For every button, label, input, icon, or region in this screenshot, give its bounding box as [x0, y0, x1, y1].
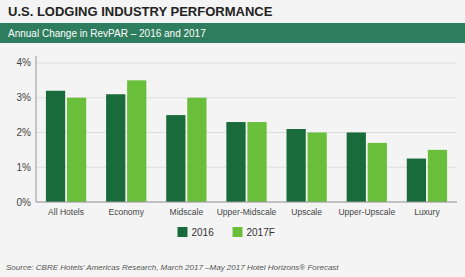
chart-svg: U.S. LODGING INDUSTRY PERFORMANCE Annual … — [0, 0, 465, 277]
y-axis-line — [36, 56, 37, 202]
y-tick-label: 0% — [17, 197, 32, 208]
grid-line — [36, 167, 457, 168]
bar — [187, 98, 206, 202]
grid — [36, 63, 457, 202]
title: U.S. LODGING INDUSTRY PERFORMANCE — [8, 4, 273, 19]
bar — [46, 91, 65, 202]
bar — [127, 80, 146, 202]
grid-line — [36, 97, 457, 98]
bar — [106, 94, 125, 202]
bar — [347, 132, 366, 202]
y-tick-label: 3% — [17, 92, 32, 103]
grid-line — [36, 202, 457, 203]
legend-label: 2016 — [192, 227, 215, 238]
grid-line — [36, 62, 457, 63]
background — [0, 0, 465, 277]
x-tick-label: Upper-Upscale — [338, 207, 395, 217]
x-tick-label: All Hotels — [48, 207, 84, 217]
x-tick-label: Upscale — [291, 207, 322, 217]
chart-container: U.S. LODGING INDUSTRY PERFORMANCE Annual … — [0, 0, 465, 277]
y-tick-label: 4% — [17, 57, 32, 68]
subtitle-banner — [0, 23, 465, 43]
legend: 2016 2017F — [178, 227, 275, 238]
x-axis-line — [36, 202, 457, 203]
source-note: Source: CBRE Hotels' Americas Research, … — [6, 263, 339, 272]
bar — [226, 122, 245, 202]
bar — [428, 150, 447, 202]
subtitle: Annual Change in RevPAR – 2016 and 2017 — [8, 28, 206, 39]
bar — [247, 122, 266, 202]
bar — [308, 132, 327, 202]
bar — [368, 143, 387, 202]
x-tick-label: Midscale — [170, 207, 204, 217]
grid-line — [36, 132, 457, 133]
bar — [407, 159, 426, 202]
x-tick-label: Economy — [108, 207, 144, 217]
legend-label: 2017F — [247, 227, 275, 238]
bars — [46, 80, 447, 202]
bar — [166, 115, 185, 202]
bar — [67, 98, 86, 202]
x-tick-label: Upper-Midscale — [217, 207, 277, 217]
y-tick-label: 2% — [17, 127, 32, 138]
y-tick-label: 1% — [17, 162, 32, 173]
legend-swatch — [178, 227, 188, 237]
legend-swatch — [233, 227, 243, 237]
x-tick-label: Luxury — [414, 207, 440, 217]
bar — [286, 129, 305, 202]
